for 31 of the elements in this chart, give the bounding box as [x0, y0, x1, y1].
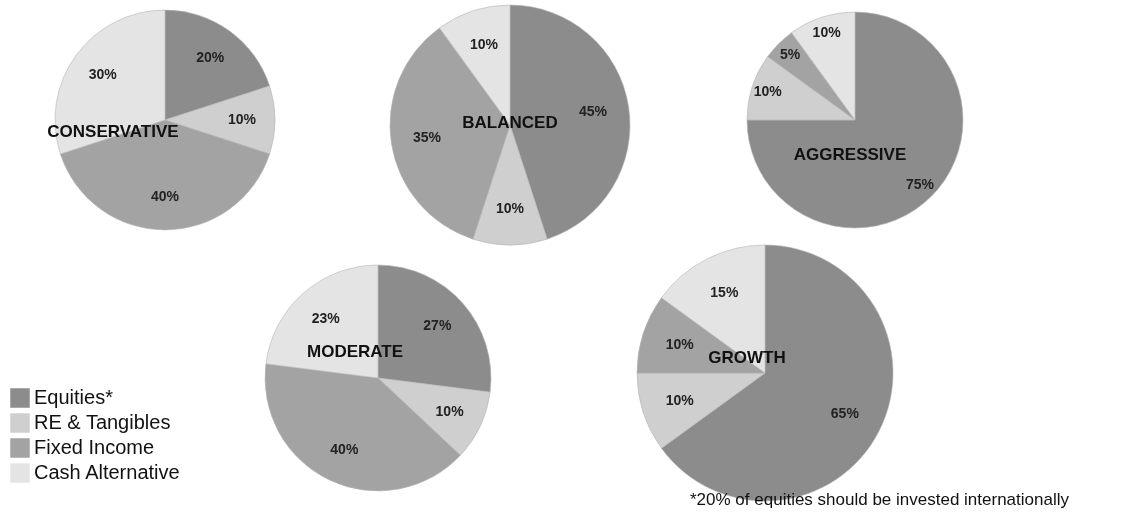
text: CONSERVATIVE	[47, 122, 179, 141]
text: MODERATE	[306, 342, 404, 361]
data-label: 10%	[227, 111, 257, 127]
data-label: 65%	[830, 404, 860, 421]
data-label: 20%	[196, 48, 225, 65]
data-label: 75%	[905, 175, 935, 192]
data-label: 5%	[779, 46, 801, 63]
data-label: 15%	[710, 284, 739, 301]
data-label: 35%	[413, 129, 442, 146]
data-label: 45%	[578, 102, 608, 119]
data-label: 30%	[88, 65, 118, 82]
legend-label: Fixed Income	[34, 436, 155, 458]
data-label: 10%	[435, 402, 465, 419]
data-label: 10%	[470, 36, 499, 53]
text: GROWTH	[708, 348, 786, 367]
data-label: 10%	[665, 336, 695, 353]
legend-label: Equities*	[34, 386, 114, 408]
data-label: 10%	[495, 200, 525, 216]
data-label: 10%	[812, 23, 842, 40]
data-label: 23%	[311, 309, 341, 326]
legend-label: RE & Tangibles	[34, 411, 171, 433]
data-label: 27%	[423, 316, 452, 333]
data-label: 40%	[150, 188, 180, 204]
data-label: 40%	[330, 440, 359, 457]
data-label: 10%	[753, 82, 783, 99]
legend-label: Cash Alternative	[34, 461, 180, 483]
pie-slice	[746, 11, 964, 229]
text: AGGRESSIVE	[793, 145, 907, 164]
data-label: 10%	[665, 391, 695, 408]
text: BALANCED	[462, 113, 558, 132]
text: *20% of equities should be invested internationally	[690, 490, 1069, 510]
